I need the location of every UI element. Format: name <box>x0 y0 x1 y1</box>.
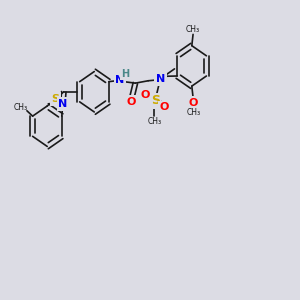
Text: S: S <box>52 94 59 104</box>
Text: CH₃: CH₃ <box>186 25 200 34</box>
Text: O: O <box>160 102 169 112</box>
Text: CH₃: CH₃ <box>187 108 201 117</box>
Text: O: O <box>140 90 149 100</box>
Text: N: N <box>58 99 68 109</box>
Text: CH₃: CH₃ <box>14 103 28 112</box>
Text: N: N <box>156 74 165 84</box>
Text: H: H <box>122 69 130 79</box>
Text: N: N <box>116 75 124 85</box>
Text: O: O <box>127 97 136 107</box>
Text: O: O <box>189 98 198 108</box>
Text: CH₃: CH₃ <box>147 117 161 126</box>
Text: S: S <box>151 94 160 107</box>
